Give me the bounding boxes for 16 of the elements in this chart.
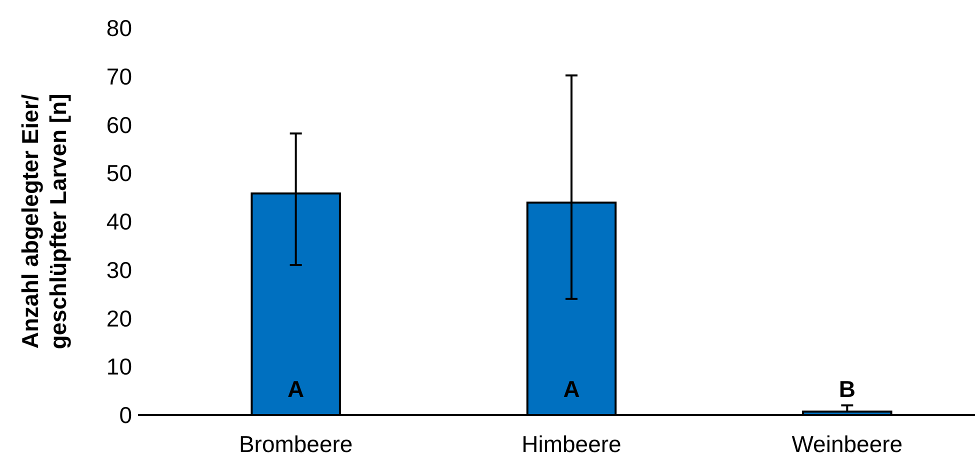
y-tick-label: 30 <box>106 256 132 283</box>
y-tick-label: 60 <box>106 112 132 138</box>
x-tick-label: Brombeere <box>238 431 353 457</box>
y-tick-label: 50 <box>106 160 132 186</box>
annotation: B <box>838 376 856 402</box>
y-tick-label: 10 <box>106 354 132 380</box>
x-tick-label: Himbeere <box>522 431 622 457</box>
y-tick-label: 70 <box>106 63 132 90</box>
annotation: A <box>288 376 304 402</box>
y-tick-label: 80 <box>106 15 132 42</box>
y-tick-label: 0 <box>119 402 132 428</box>
x-tick-label: Weinbeere <box>792 431 903 457</box>
y-tick-label: 20 <box>106 305 132 332</box>
y-tick-label: 40 <box>106 208 132 235</box>
annotation: A <box>563 376 580 402</box>
y-axis-title: Anzahl abgelegter Eier/ geschlüpfter Larven [n] <box>17 94 71 350</box>
